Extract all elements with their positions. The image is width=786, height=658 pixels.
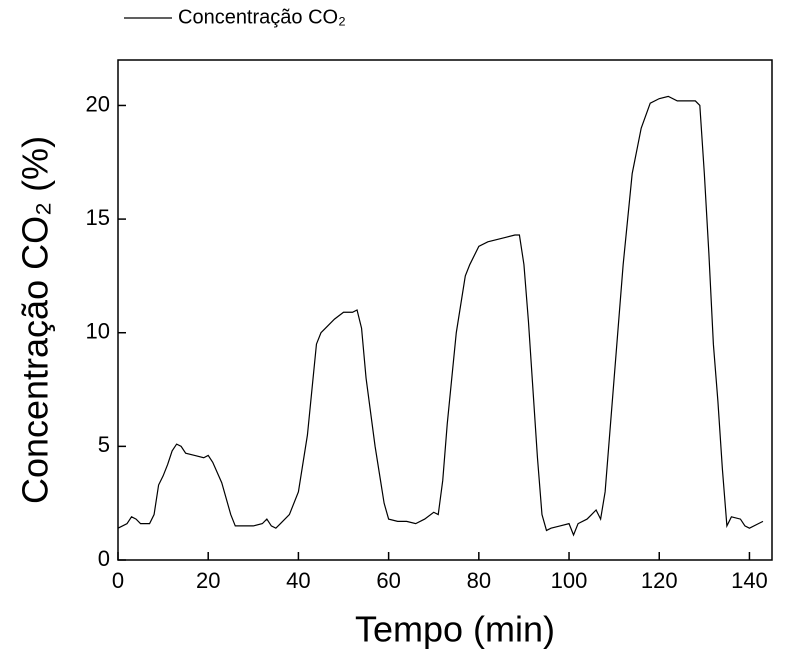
x-axis-label: Tempo (min) bbox=[355, 609, 555, 650]
y-tick-label: 15 bbox=[86, 205, 110, 230]
y-tick-label: 20 bbox=[86, 91, 110, 116]
y-axis-label: Concentração CO₂ (%) bbox=[15, 136, 56, 504]
x-tick-label: 80 bbox=[467, 568, 491, 593]
legend-label: Concentração CO₂ bbox=[178, 6, 346, 28]
x-tick-label: 60 bbox=[376, 568, 400, 593]
x-tick-label: 20 bbox=[196, 568, 220, 593]
y-tick-label: 10 bbox=[86, 319, 110, 344]
x-tick-label: 0 bbox=[112, 568, 124, 593]
data-line bbox=[117, 95, 764, 537]
x-tick-label: 100 bbox=[551, 568, 588, 593]
x-tick-label: 120 bbox=[641, 568, 678, 593]
plot-frame bbox=[117, 59, 773, 561]
x-tick-label: 140 bbox=[731, 568, 768, 593]
y-tick-label: 5 bbox=[98, 432, 110, 457]
x-tick-label: 40 bbox=[286, 568, 310, 593]
y-tick-label: 0 bbox=[98, 546, 110, 571]
